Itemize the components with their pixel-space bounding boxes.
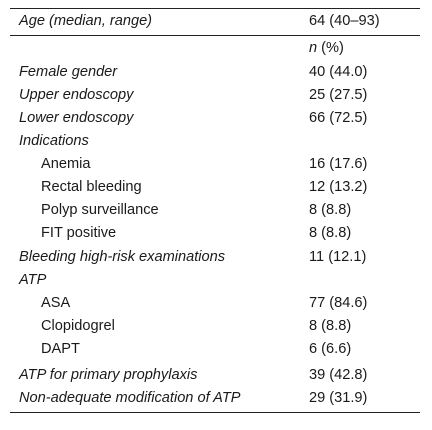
row-value: 11 (12.1)	[309, 249, 367, 265]
row-value-unit-header: n (%)	[309, 37, 344, 60]
row-label: Anemia	[41, 156, 91, 172]
row-label: Female gender	[19, 64, 118, 80]
unit-percent: (%)	[317, 40, 344, 56]
table-row: Non-adequate modification of ATP 29 (31.…	[10, 387, 420, 410]
table-row: Indications	[10, 130, 420, 153]
row-value: 8 (8.8)	[309, 318, 352, 334]
row-label: ATP	[19, 272, 47, 288]
row-label: Polyp surveillance	[41, 202, 159, 218]
table-row: Polyp surveillance 8 (8.8)	[10, 199, 420, 222]
row-value: 40 (44.0)	[309, 64, 368, 80]
table-row: Clopidogrel 8 (8.8)	[10, 315, 420, 338]
table-row: Age (median, range) 64 (40–93)	[10, 10, 420, 33]
table-header-rule	[10, 35, 420, 36]
row-label: Rectal bleeding	[41, 179, 142, 195]
table-row: Upper endoscopy 25 (27.5)	[10, 84, 420, 107]
table-row: FIT positive 8 (8.8)	[10, 222, 420, 245]
row-value: 12 (13.2)	[309, 179, 368, 195]
table-row: DAPT 6 (6.6)	[10, 338, 420, 361]
row-label: DAPT	[41, 341, 80, 357]
row-label: Bleeding high-risk examinations	[19, 249, 226, 265]
table-top-rule	[10, 8, 420, 9]
table-row: Anemia 16 (17.6)	[10, 153, 420, 176]
row-label: Non-adequate modification of ATP	[19, 390, 241, 406]
row-value: 66 (72.5)	[309, 110, 368, 126]
unit-n: n	[309, 40, 318, 56]
table-row: n (%)	[10, 37, 420, 60]
row-value: 77 (84.6)	[309, 295, 368, 311]
table-bottom-rule	[10, 412, 420, 413]
table-row: ASA 77 (84.6)	[10, 292, 420, 315]
row-label: Clopidogrel	[41, 318, 115, 334]
row-value: 64 (40–93)	[309, 13, 380, 29]
table-row: ATP	[10, 269, 420, 292]
row-label: Upper endoscopy	[19, 87, 134, 103]
row-value: 6 (6.6)	[309, 341, 352, 357]
row-value: 8 (8.8)	[309, 225, 352, 241]
row-label: Age (median, range)	[19, 13, 153, 29]
table-row: Bleeding high-risk examinations 11 (12.1…	[10, 246, 420, 269]
row-value: 25 (27.5)	[309, 87, 368, 103]
table-row: Lower endoscopy 66 (72.5)	[10, 107, 420, 130]
table-row: Female gender 40 (44.0)	[10, 61, 420, 84]
row-label: ASA	[41, 295, 71, 311]
row-value: 39 (42.8)	[309, 367, 368, 383]
row-label: FIT positive	[41, 225, 117, 241]
row-value: 8 (8.8)	[309, 202, 352, 218]
table-row: Rectal bleeding 12 (13.2)	[10, 176, 420, 199]
row-label: Indications	[19, 133, 89, 149]
table-row: ATP for primary prophylaxis 39 (42.8)	[10, 364, 420, 387]
row-value: 16 (17.6)	[309, 156, 368, 172]
row-label: Lower endoscopy	[19, 110, 134, 126]
row-label: ATP for primary prophylaxis	[19, 367, 198, 383]
row-value: 29 (31.9)	[309, 390, 368, 406]
